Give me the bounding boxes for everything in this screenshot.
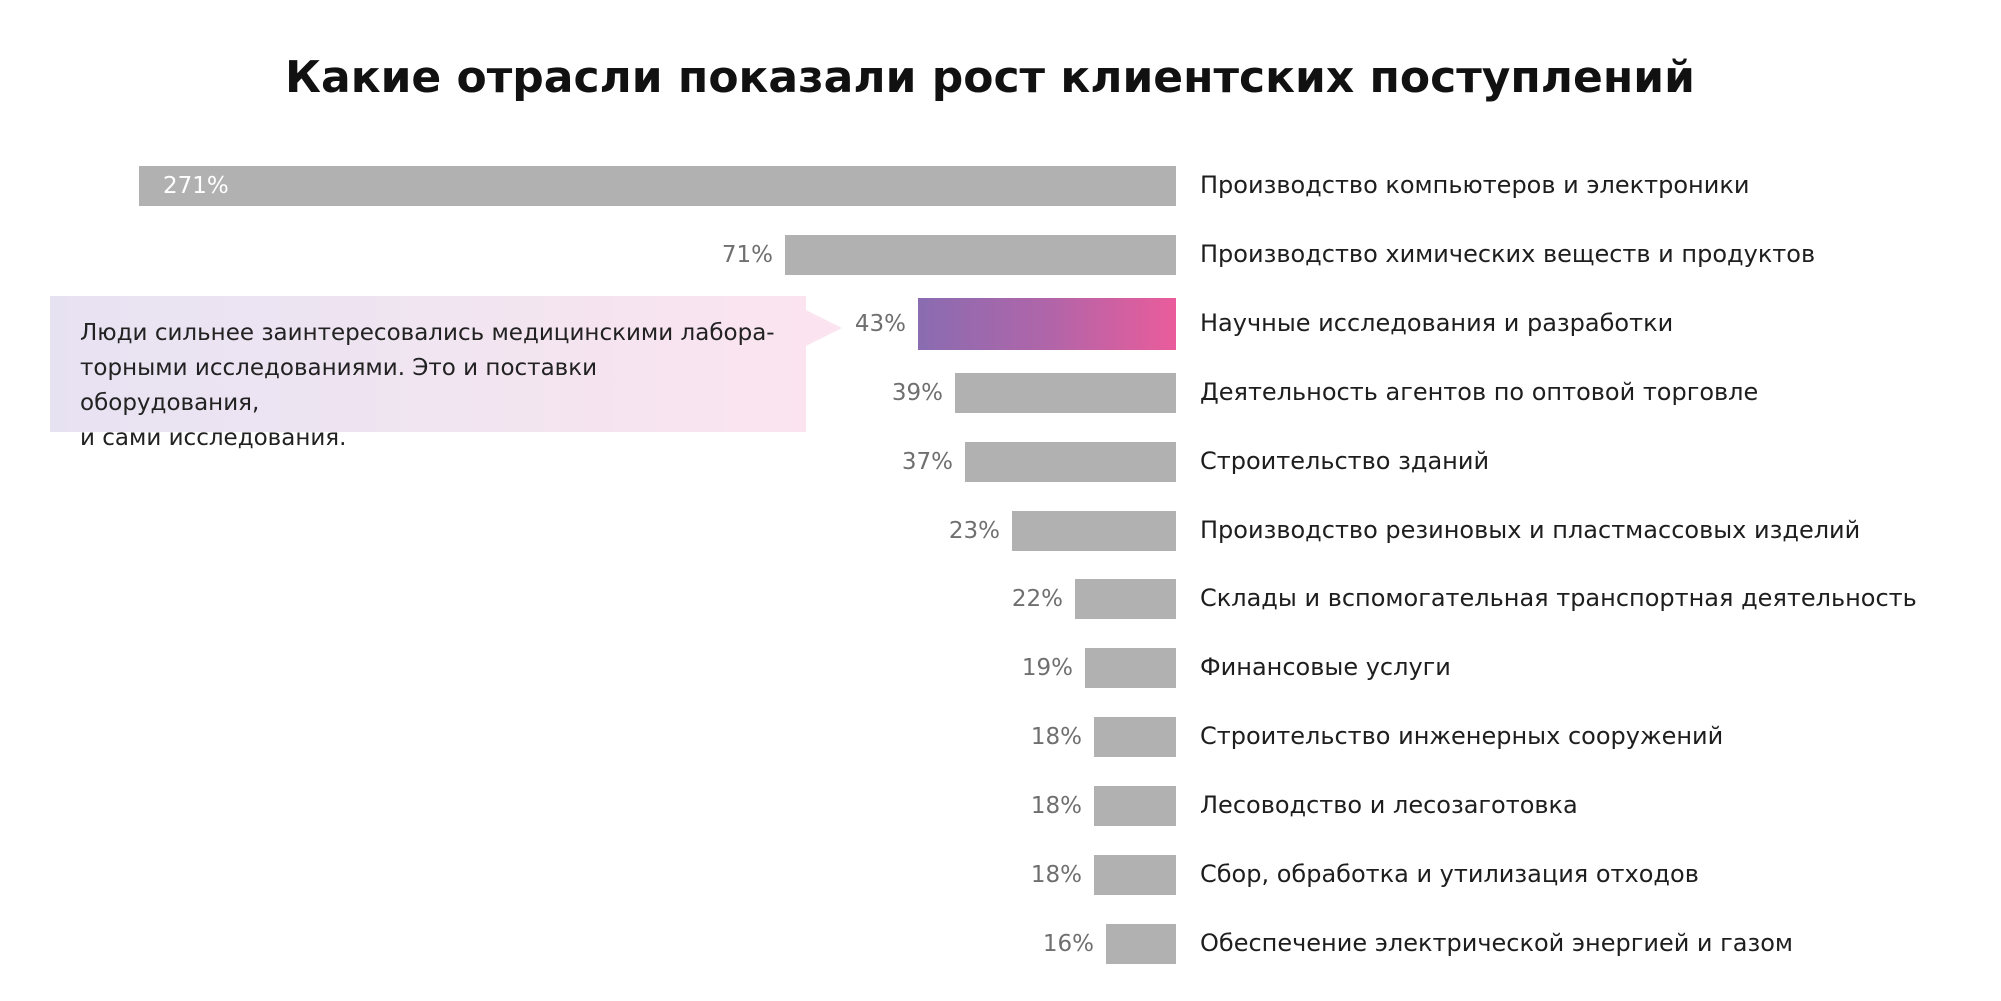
bar bbox=[1094, 786, 1176, 827]
chart-title: Какие отрасли показали рост клиентских п… bbox=[285, 52, 1695, 103]
category-label: Обеспечение электрической энергией и газ… bbox=[1200, 928, 1794, 957]
category-label: Производство резиновых и пластмассовых и… bbox=[1200, 515, 1861, 544]
bar bbox=[785, 234, 1176, 275]
category-label: Лесоводство и лесозаготовка bbox=[1200, 791, 1578, 820]
annotation-text: Люди сильнее заинтересовались медицински… bbox=[80, 316, 782, 456]
bar bbox=[139, 166, 1176, 206]
bar bbox=[1106, 923, 1176, 964]
category-label: Строительство зданий bbox=[1200, 446, 1490, 475]
category-label: Строительство инженерных сооружений bbox=[1200, 722, 1724, 751]
value-label: 18% bbox=[1030, 793, 1082, 820]
value-label: 271% bbox=[163, 173, 229, 199]
annotation-line-1: Люди сильнее заинтересовались медицински… bbox=[80, 320, 775, 346]
annotation-callout: Люди сильнее заинтересовались медицински… bbox=[50, 296, 842, 451]
bar bbox=[1075, 579, 1176, 620]
category-label: Склады и вспомогательная транспортная де… bbox=[1200, 584, 1917, 613]
bar bbox=[955, 372, 1176, 413]
category-label: Производство химических веществ и продук… bbox=[1200, 239, 1816, 268]
category-label: Финансовые услуги bbox=[1200, 653, 1451, 682]
category-label: Производство компьютеров и электроники bbox=[1200, 171, 1750, 199]
annotation-line-3: и сами исследования. bbox=[80, 425, 347, 451]
category-label: Сбор, обработка и утилизация отходов bbox=[1200, 860, 1699, 888]
value-label: 16% bbox=[1042, 930, 1094, 957]
value-label: 19% bbox=[1021, 655, 1073, 682]
value-label: 18% bbox=[1030, 862, 1082, 888]
category-label: Научные исследования и разработки bbox=[1200, 308, 1674, 337]
bar bbox=[1094, 717, 1176, 758]
value-label: 22% bbox=[1011, 586, 1063, 613]
value-label: 43% bbox=[854, 310, 906, 337]
bar bbox=[918, 297, 1176, 350]
bar bbox=[1094, 855, 1176, 895]
bar bbox=[1012, 510, 1176, 551]
value-label: 18% bbox=[1030, 724, 1082, 751]
value-label: 23% bbox=[948, 517, 1000, 544]
value-label: 37% bbox=[901, 448, 953, 475]
annotation-line-2: торными исследованиями. Это и поставки о… bbox=[80, 355, 598, 416]
value-label: 39% bbox=[891, 379, 943, 406]
bar bbox=[965, 441, 1176, 482]
value-label: 71% bbox=[721, 241, 773, 268]
category-label: Деятельность агентов по оптовой торговле bbox=[1200, 377, 1759, 406]
bar bbox=[1085, 648, 1176, 689]
